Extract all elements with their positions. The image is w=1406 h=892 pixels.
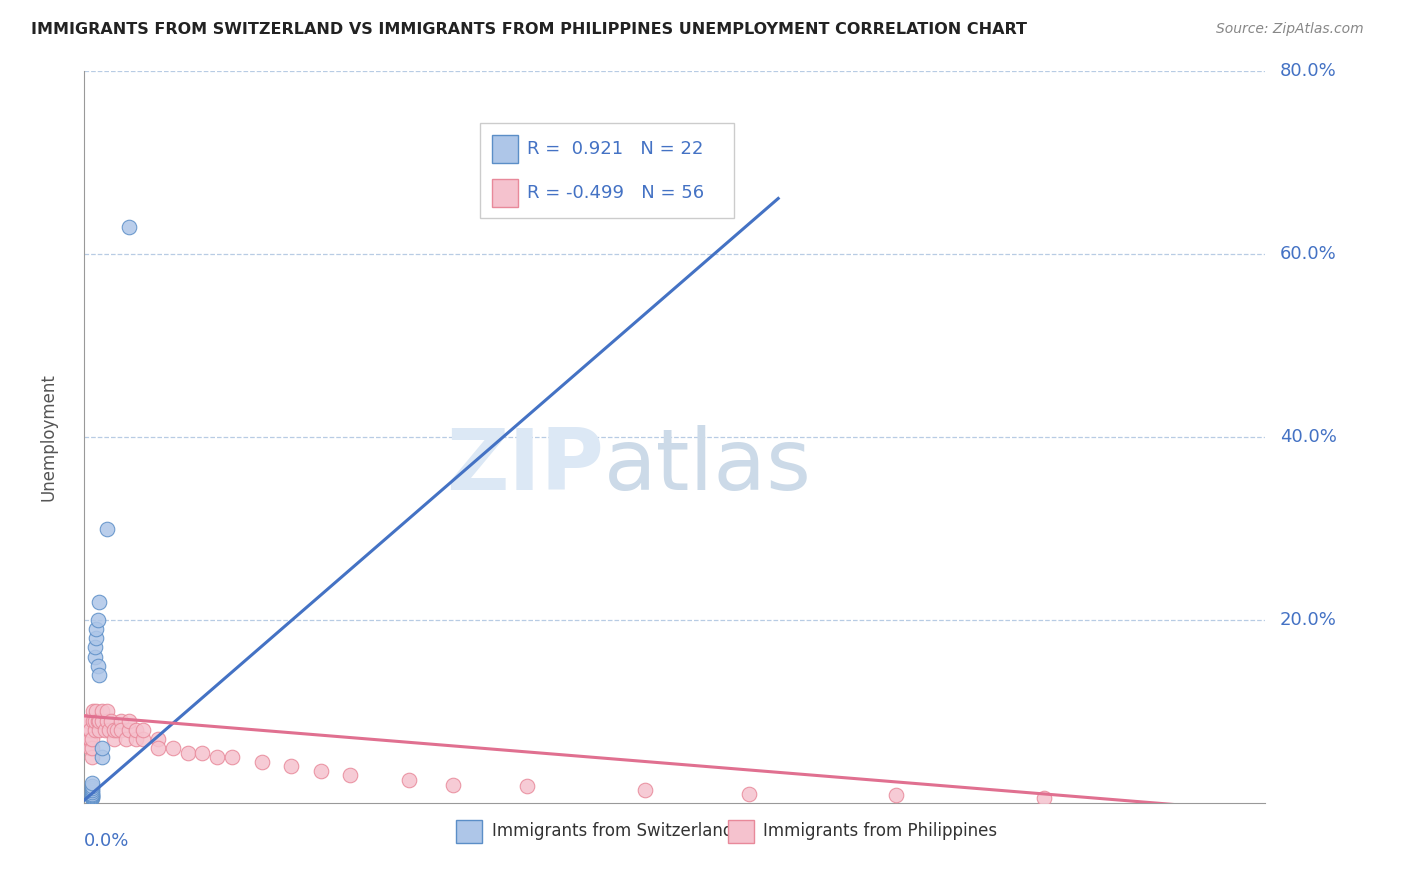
Text: Source: ZipAtlas.com: Source: ZipAtlas.com [1216,22,1364,37]
Point [148,740,170,755]
Point [738,787,761,801]
Point [162,740,184,755]
Point [96,705,118,719]
Point [105,723,128,737]
Point [148,731,170,746]
Text: ZIP: ZIP [446,425,605,508]
Point [83,649,105,664]
Point [87,667,111,681]
Point [516,780,538,794]
Point [103,723,125,737]
Point [91,750,114,764]
Point [91,740,114,755]
Point [443,778,465,792]
Point [118,723,141,737]
Point [125,731,148,746]
Point [80,750,103,764]
Text: Immigrants from Philippines: Immigrants from Philippines [763,822,998,840]
Point [103,731,125,746]
Point [80,780,103,794]
Point [1033,791,1056,805]
Point [79,723,101,737]
Text: 0.0%: 0.0% [84,832,129,850]
Text: 80.0%: 80.0% [1279,62,1336,80]
Point [80,731,103,746]
Point [82,705,104,719]
Point [634,783,657,797]
Point [83,714,105,728]
FancyBboxPatch shape [457,820,482,843]
FancyBboxPatch shape [492,179,517,207]
Point [80,785,103,799]
Point [76,714,98,728]
Point [96,521,118,535]
Point [80,790,103,805]
Point [110,723,132,737]
Point [91,714,114,728]
Point [100,714,122,728]
Point [339,768,361,782]
Point [84,632,107,646]
Point [84,622,107,636]
Point [250,755,273,769]
Point [77,723,100,737]
Point [91,705,114,719]
Point [309,764,332,778]
Point [83,723,105,737]
Point [191,746,214,760]
Point [80,740,103,755]
Point [80,789,103,803]
Point [80,787,103,801]
Point [132,731,155,746]
Point [80,781,103,796]
Point [280,759,302,773]
Point [77,714,100,728]
Point [80,783,103,797]
Point [94,723,117,737]
Point [87,714,111,728]
Point [87,723,111,737]
Point [86,714,108,728]
Text: IMMIGRANTS FROM SWITZERLAND VS IMMIGRANTS FROM PHILIPPINES UNEMPLOYMENT CORRELAT: IMMIGRANTS FROM SWITZERLAND VS IMMIGRANT… [31,22,1026,37]
Point [114,731,136,746]
Text: 60.0%: 60.0% [1279,245,1336,263]
Point [80,789,103,804]
Point [80,775,103,789]
Point [177,746,200,760]
Text: R = -0.499   N = 56: R = -0.499 N = 56 [527,184,704,202]
Point [83,640,105,655]
FancyBboxPatch shape [492,135,517,163]
Point [79,731,101,746]
Text: 20.0%: 20.0% [1279,611,1337,629]
Text: R =  0.921   N = 22: R = 0.921 N = 22 [527,140,703,158]
Point [118,219,141,234]
Point [221,750,243,764]
Point [125,723,148,737]
Point [110,714,132,728]
Point [84,705,107,719]
Text: Unemployment: Unemployment [39,373,58,501]
FancyBboxPatch shape [728,820,754,843]
Point [80,791,103,805]
FancyBboxPatch shape [479,122,734,218]
Point [82,714,104,728]
Text: atlas: atlas [605,425,813,508]
Point [98,723,121,737]
Point [86,658,108,673]
Point [118,714,141,728]
Point [77,731,100,746]
Point [398,772,420,787]
Point [207,750,229,764]
Point [79,740,101,755]
Point [886,789,908,803]
Text: 40.0%: 40.0% [1279,428,1337,446]
Point [87,594,111,608]
Point [76,723,98,737]
Text: Immigrants from Switzerland: Immigrants from Switzerland [492,822,733,840]
Point [96,714,118,728]
Point [86,613,108,627]
Point [132,723,155,737]
